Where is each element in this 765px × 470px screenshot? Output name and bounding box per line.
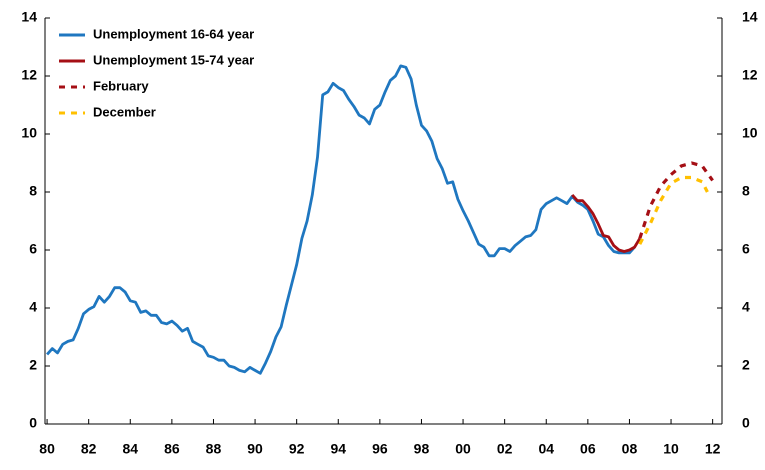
y-tick-label: 12 bbox=[21, 67, 37, 83]
x-tick-label: 02 bbox=[497, 441, 513, 457]
y2-tick-label: 0 bbox=[742, 415, 750, 431]
x-tick-label: 90 bbox=[247, 441, 263, 457]
x-tick-label: 82 bbox=[81, 441, 97, 457]
x-tick-label: 84 bbox=[122, 441, 138, 457]
legend-label: Unemployment 16-64 year bbox=[93, 26, 254, 41]
x-tick-label: 86 bbox=[164, 441, 180, 457]
series-line bbox=[638, 175, 709, 245]
series-line bbox=[638, 161, 714, 239]
y-tick-label: 4 bbox=[29, 299, 37, 315]
y-tick-label: 14 bbox=[21, 9, 37, 25]
y2-tick-label: 4 bbox=[742, 299, 750, 315]
x-tick-label: 94 bbox=[330, 441, 346, 457]
y2-tick-label: 8 bbox=[742, 183, 750, 199]
x-tick-label: 92 bbox=[289, 441, 305, 457]
x-tick-label: 98 bbox=[414, 441, 430, 457]
y-tick-label: 10 bbox=[21, 125, 37, 141]
series-line bbox=[571, 193, 642, 253]
x-tick-label: 00 bbox=[455, 441, 471, 457]
x-tick-label: 96 bbox=[372, 441, 388, 457]
y2-tick-label: 6 bbox=[742, 241, 750, 257]
x-tick-label: 04 bbox=[538, 441, 554, 457]
y-tick-label: 8 bbox=[29, 183, 37, 199]
y2-tick-label: 2 bbox=[742, 357, 750, 373]
legend-label: Unemployment 15-74 year bbox=[93, 52, 254, 67]
y2-tick-label: 10 bbox=[742, 125, 758, 141]
y2-tick-label: 14 bbox=[742, 9, 758, 25]
series-line bbox=[46, 64, 636, 375]
x-tick-label: 80 bbox=[39, 441, 55, 457]
legend-box bbox=[53, 22, 308, 130]
y-tick-label: 0 bbox=[29, 415, 37, 431]
legend-label: December bbox=[93, 104, 156, 119]
x-tick-label: 10 bbox=[663, 441, 679, 457]
x-tick-label: 08 bbox=[622, 441, 638, 457]
legend-label: February bbox=[93, 78, 149, 93]
y-tick-label: 2 bbox=[29, 357, 37, 373]
y-tick-label: 6 bbox=[29, 241, 37, 257]
x-tick-label: 88 bbox=[206, 441, 222, 457]
x-tick-label: 12 bbox=[705, 441, 721, 457]
x-tick-label: 06 bbox=[580, 441, 596, 457]
y2-tick-label: 12 bbox=[742, 67, 758, 83]
